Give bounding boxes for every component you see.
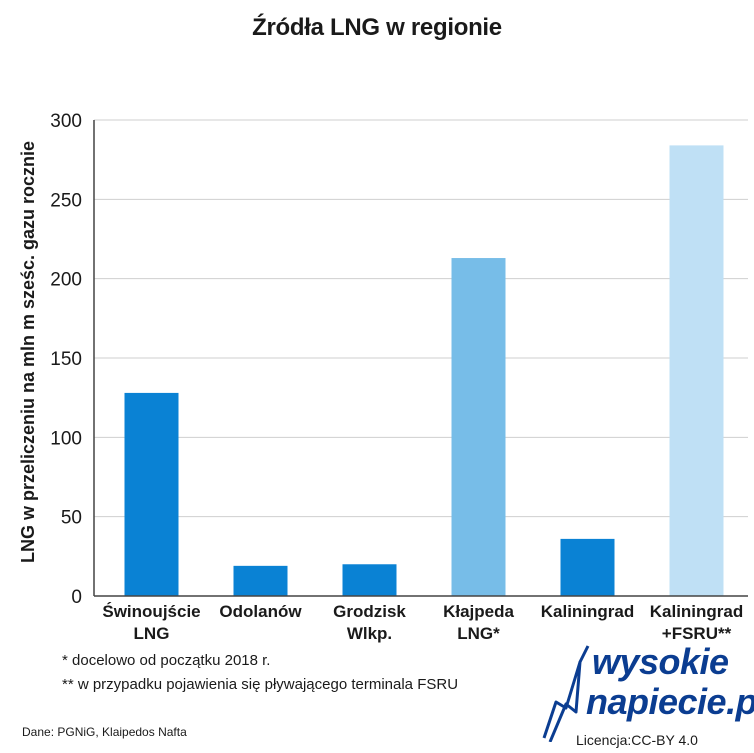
bar-2	[342, 564, 397, 596]
y-tick-labels: 0 50 100 150 200 250 300	[50, 111, 82, 608]
x-tick-label-3: Kłajpeda LNG*	[443, 602, 514, 643]
grid-lines	[94, 119, 748, 518]
bar-1	[233, 565, 288, 596]
y-tick-label-200: 200	[50, 270, 82, 291]
x-tick-label-5: Kaliningrad +FSRU**	[650, 602, 744, 643]
chart-title: Źródła LNG w regionie	[252, 14, 502, 41]
logo-text-line1: wysokie	[592, 641, 729, 682]
y-tick-label-150: 150	[50, 349, 82, 370]
y-tick-label-50: 50	[61, 508, 82, 529]
license-text: Licencja:CC-BY 4.0	[576, 732, 698, 748]
x-tick-label-1: Odolanów	[219, 602, 302, 621]
y-tick-label-300: 300	[50, 111, 82, 132]
y-tick-label-100: 100	[50, 428, 82, 449]
logo-text-line2: napiecie.pl	[586, 681, 754, 722]
lightning-bolt-icon	[542, 645, 590, 742]
x-tick-label-4: Kaliningrad	[541, 602, 635, 621]
bar-5	[669, 145, 724, 597]
data-source: Dane: PGNiG, Klaipedos Nafta	[22, 725, 187, 739]
bars	[124, 145, 724, 597]
bar-3	[451, 258, 506, 596]
x-tick-label-2: Grodzisk Wlkp.	[333, 602, 406, 643]
y-axis-label: LNG w przeliczeniu na mln m sześc. gazu …	[18, 141, 38, 563]
y-tick-label-0: 0	[71, 587, 82, 608]
wysokie-napiecie-logo: wysokie napiecie.pl Licencja:CC-BY 4.0	[536, 641, 754, 748]
y-tick-label-250: 250	[50, 190, 82, 211]
footnote-1: * docelowo od początku 2018 r.	[62, 652, 271, 669]
x-tick-label-0: Świnoujście LNG	[102, 602, 200, 643]
footnote-2: ** w przypadku pojawienia się pływająceg…	[62, 676, 459, 693]
x-tick-labels: Świnoujście LNG Odolanów Grodzisk Wlkp. Kłajp…	[102, 602, 743, 643]
bar-4	[560, 538, 615, 596]
bar-0	[124, 392, 179, 596]
axes	[93, 120, 748, 597]
